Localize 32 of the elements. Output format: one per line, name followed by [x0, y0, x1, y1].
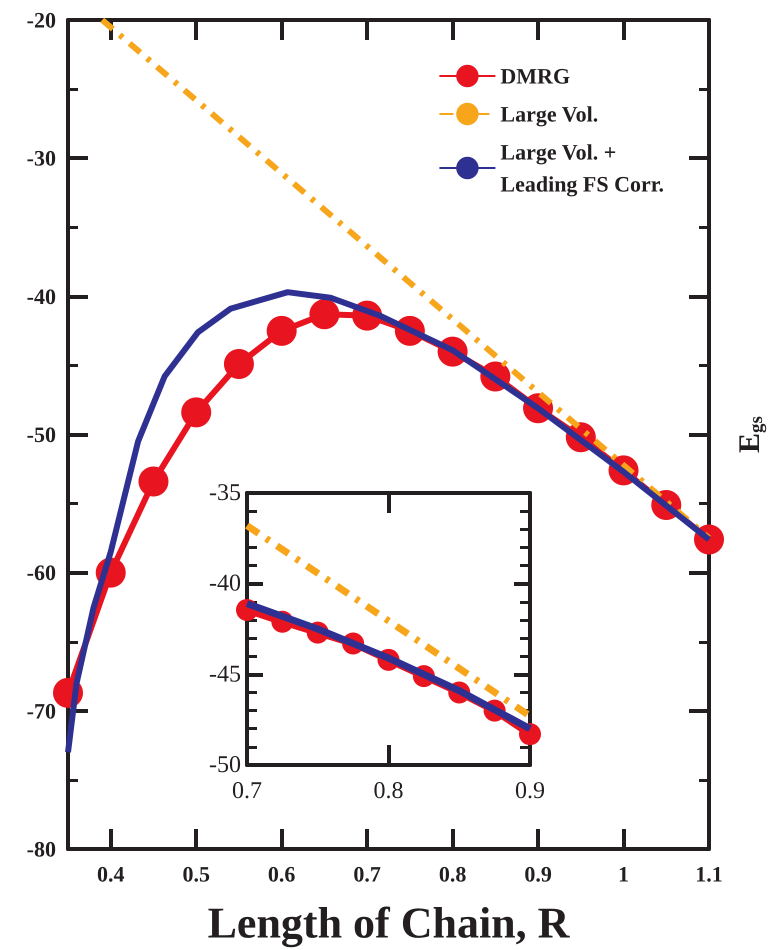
y-tick-label: -20: [26, 8, 56, 32]
x-tick-label: 0.9: [515, 778, 545, 804]
y-tick-label: -60: [26, 560, 56, 586]
x-tick-label: 1: [618, 862, 630, 886]
x-tick-label: 1.1: [695, 862, 723, 886]
y-tick-label: -50: [209, 752, 241, 778]
x-tick-label: 0.7: [353, 862, 381, 886]
y-tick-label: -30: [26, 146, 56, 171]
y-tick-label: -50: [26, 422, 56, 447]
legend-label: Large Vol.: [500, 102, 598, 126]
x-tick-label: 0.4: [96, 862, 124, 886]
x-tick-label: 0.9: [524, 862, 552, 886]
y-tick-label: -40: [209, 570, 241, 597]
x-tick-label: 0.6: [268, 862, 296, 886]
point: [224, 349, 254, 380]
x-tick-label: 0.8: [374, 778, 404, 804]
y-tick-label: -70: [26, 698, 56, 724]
y-tick-label: -45: [209, 661, 241, 688]
x-axis-title: Length of Chain, R: [208, 898, 571, 948]
y-tick-label: -40: [26, 284, 56, 309]
point: [181, 397, 212, 428]
legend-label: Large Vol. + Leading FS Corr.: [500, 140, 664, 196]
point: [138, 466, 168, 496]
legend-label: DMRG: [500, 64, 570, 88]
point: [266, 316, 297, 346]
x-tick-label: 0.7: [232, 778, 262, 804]
y-tick-label: -35: [209, 480, 241, 506]
x-tick-label: 0.5: [182, 862, 210, 886]
point: [309, 299, 340, 330]
x-tick-label: 0.8: [438, 862, 466, 886]
y-tick-label: -80: [26, 836, 56, 862]
y-axis-title: Egs: [733, 416, 767, 453]
